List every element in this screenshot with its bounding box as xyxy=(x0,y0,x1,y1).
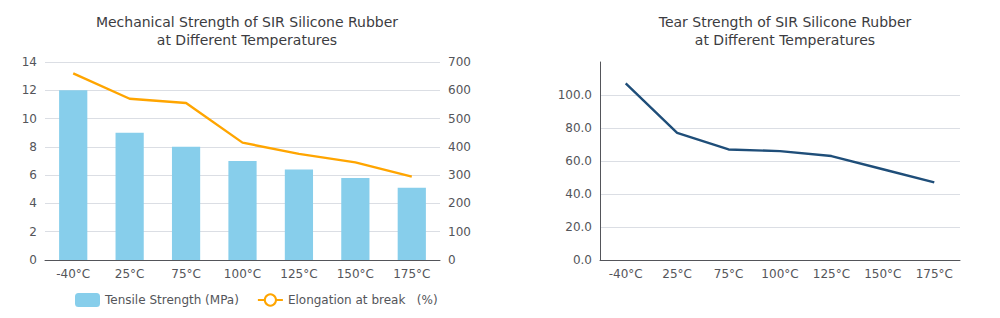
svg-text:100°C: 100°C xyxy=(224,267,261,281)
svg-text:12: 12 xyxy=(22,83,37,97)
svg-text:25°C: 25°C xyxy=(115,267,145,281)
svg-text:at Different Temperatures: at Different Temperatures xyxy=(157,32,337,48)
svg-text:150°C: 150°C xyxy=(337,267,374,281)
svg-text:40.0: 40.0 xyxy=(565,187,592,201)
svg-text:14: 14 xyxy=(22,55,37,69)
svg-text:6: 6 xyxy=(29,168,37,182)
svg-text:80.0: 80.0 xyxy=(565,121,592,135)
svg-text:0.0: 0.0 xyxy=(573,253,592,267)
svg-text:125°C: 125°C xyxy=(813,267,850,281)
svg-text:600: 600 xyxy=(448,83,471,97)
svg-text:75°C: 75°C xyxy=(714,267,744,281)
svg-text:2: 2 xyxy=(29,225,37,239)
svg-text:175°C: 175°C xyxy=(916,267,953,281)
svg-text:Tensile Strength (MPa): Tensile Strength (MPa) xyxy=(104,293,239,307)
svg-text:0: 0 xyxy=(29,253,37,267)
svg-text:-40°C: -40°C xyxy=(56,267,90,281)
svg-text:300: 300 xyxy=(448,168,471,182)
svg-text:150°C: 150°C xyxy=(864,267,901,281)
svg-text:125°C: 125°C xyxy=(280,267,317,281)
svg-text:10: 10 xyxy=(22,112,37,126)
svg-text:8: 8 xyxy=(29,140,37,154)
svg-text:Mechanical Strength of SIR Sil: Mechanical Strength of SIR Silicone Rubb… xyxy=(96,14,398,30)
svg-text:Elongation at break (%): Elongation at break (%) xyxy=(288,293,438,307)
svg-text:700: 700 xyxy=(448,55,471,69)
svg-text:500: 500 xyxy=(448,112,471,126)
svg-text:0: 0 xyxy=(448,253,456,267)
svg-text:75°C: 75°C xyxy=(171,267,201,281)
svg-text:200: 200 xyxy=(448,196,471,210)
svg-text:100.0: 100.0 xyxy=(558,88,592,102)
svg-text:Tear Strength of SIR Silicone: Tear Strength of SIR Silicone Rubber xyxy=(658,14,912,30)
svg-text:20.0: 20.0 xyxy=(565,220,592,234)
svg-text:at Different Temperatures: at Different Temperatures xyxy=(695,32,875,48)
svg-text:4: 4 xyxy=(29,196,37,210)
svg-text:400: 400 xyxy=(448,140,471,154)
svg-text:175°C: 175°C xyxy=(393,267,430,281)
svg-text:60.0: 60.0 xyxy=(565,154,592,168)
svg-text:-40°C: -40°C xyxy=(609,267,643,281)
svg-text:25°C: 25°C xyxy=(662,267,692,281)
svg-text:100: 100 xyxy=(448,225,471,239)
svg-text:100°C: 100°C xyxy=(761,267,798,281)
